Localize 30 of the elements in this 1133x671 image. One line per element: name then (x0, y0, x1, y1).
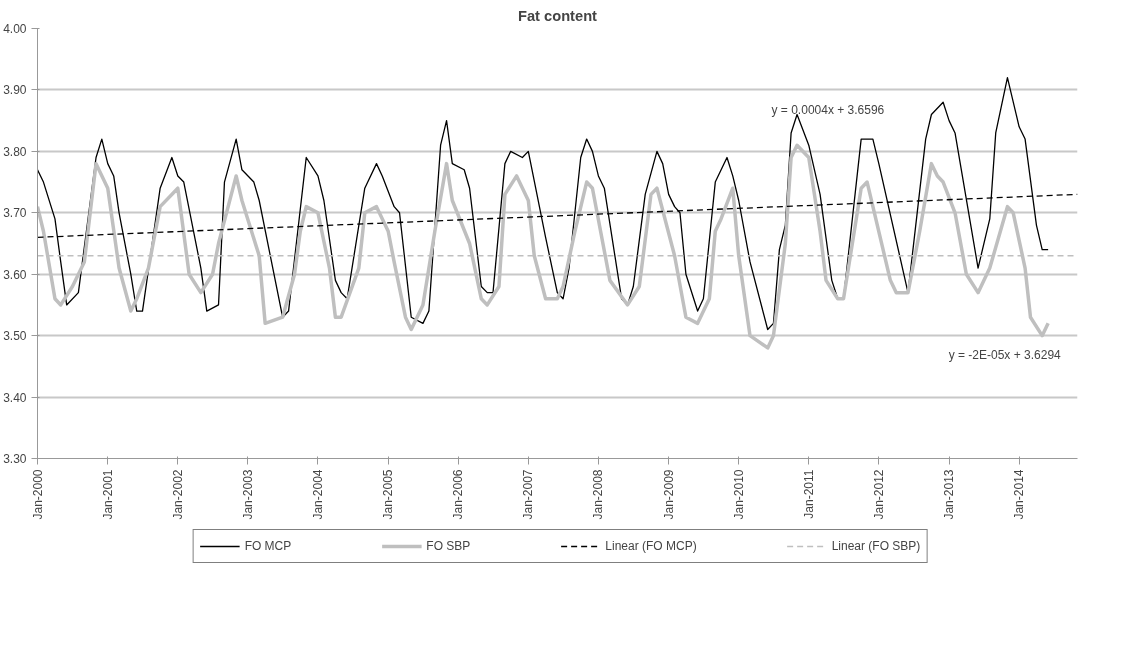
x-tick-label: Jan-2014 (1012, 469, 1027, 520)
y-tick-label: 3.70 (3, 206, 27, 221)
x-tick-label: Jan-2011 (801, 469, 816, 519)
x-tick-label: Jan-2003 (240, 469, 255, 520)
y-tick-label: 3.30 (3, 452, 27, 466)
y-tick-label: 3.50 (3, 329, 27, 344)
x-tick-label: Jan-2005 (381, 469, 396, 520)
x-tick-label: Jan-2000 (30, 469, 45, 520)
x-tick-label: Jan-2002 (170, 469, 185, 520)
x-tick-label: Jan-2007 (521, 469, 536, 520)
legend-label: FO MCP (244, 539, 292, 553)
x-tick-label: Jan-2008 (591, 469, 606, 520)
x-tick-label: Jan-2010 (731, 469, 746, 520)
legend-label: FO SBP (426, 539, 471, 553)
y-tick-label: 3.80 (3, 144, 27, 159)
chart-title: Fat content (518, 7, 598, 24)
x-tick-label: Jan-2012 (871, 469, 886, 520)
y-tick-label: 3.60 (3, 267, 27, 282)
y-tick-label: 4.00 (3, 22, 27, 36)
x-tick-label: Jan-2013 (942, 469, 957, 520)
y-tick-label: 3.40 (3, 390, 27, 405)
annotation: y = 0.0004x + 3.6596 (771, 103, 885, 118)
x-tick-label: Jan-2004 (310, 469, 325, 520)
legend-label: Linear (FO SBP) (831, 539, 921, 553)
x-tick-label: Jan-2001 (100, 469, 115, 520)
legend-label: Linear (FO MCP) (605, 539, 697, 553)
y-tick-label: 3.90 (3, 83, 27, 98)
x-tick-label: Jan-2006 (451, 469, 466, 520)
annotation: y = -2E-05x + 3.6294 (948, 348, 1062, 363)
x-tick-label: Jan-2009 (661, 469, 676, 520)
